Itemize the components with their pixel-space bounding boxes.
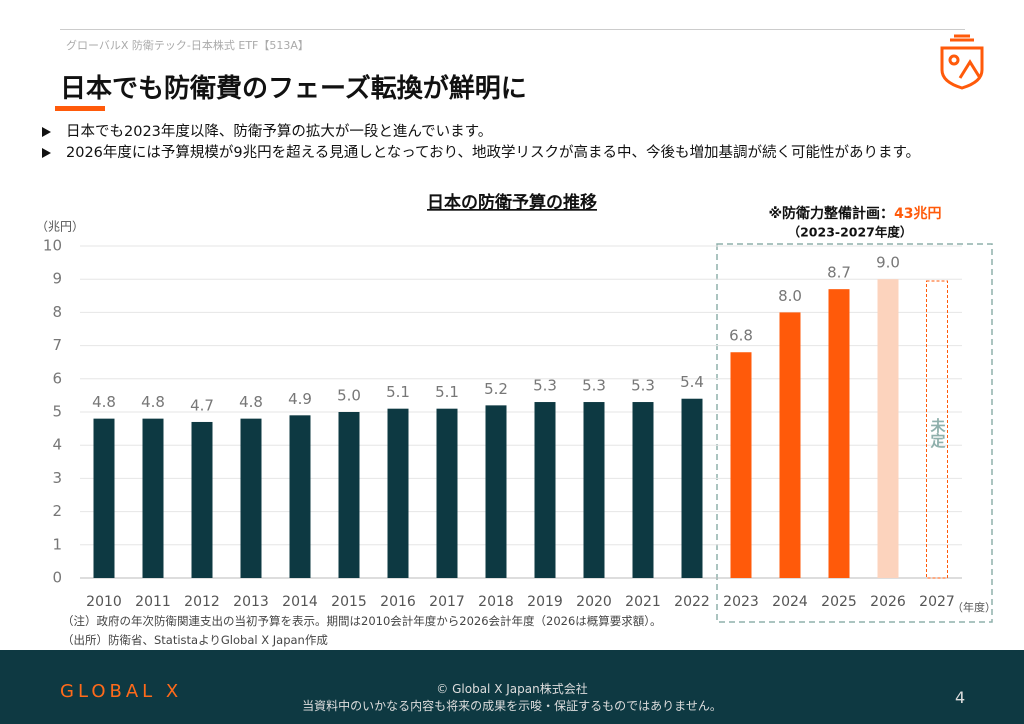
plan-box: [716, 243, 993, 623]
x-tick-label: 2012: [184, 594, 220, 610]
annotation-highlight: 43兆円: [894, 206, 941, 222]
value-label: 5.1: [435, 383, 459, 401]
value-label: 5.1: [386, 383, 410, 401]
y-tick-label: 0: [52, 569, 62, 587]
x-tick-label: 2022: [674, 594, 710, 610]
y-axis-label: （兆円）: [36, 220, 84, 234]
annotation: ※防衛力整備計画：43兆円: [768, 205, 941, 222]
y-tick-label: 6: [52, 369, 62, 387]
y-tick-label: 1: [52, 535, 62, 553]
value-label: 5.3: [533, 377, 557, 395]
bullet: 日本でも2023年度以降、防衛予算の拡大が一段と進んでいます。: [42, 123, 996, 141]
chart-title: 日本の防衛予算の推移: [427, 192, 597, 213]
title-accent: [55, 106, 105, 111]
annotation-period: （2023-2027年度）: [788, 225, 913, 240]
y-tick-label: 8: [52, 303, 62, 321]
source: （出所）防衛省、StatistaよりGlobal X Japan作成: [62, 633, 328, 647]
undecided-bar: [926, 280, 948, 579]
value-label: 5.3: [631, 377, 655, 395]
x-tick-label: 2017: [429, 594, 465, 610]
x-tick-label: 2013: [233, 594, 269, 610]
annotation-prefix: ※防衛力整備計画：: [768, 205, 894, 222]
x-axis-label: （年度）: [952, 600, 996, 614]
breadcrumb: グローバルX 防衛テック-日本株式 ETF【513A】: [66, 39, 309, 52]
y-tick-label: 7: [52, 336, 62, 354]
bar: [387, 408, 409, 578]
y-tick-label: 9: [52, 270, 62, 288]
x-tick-label: 2025: [821, 594, 857, 610]
value-label: 8.0: [778, 287, 802, 305]
chart: 日本の防衛予算の推移 （兆円） （年度） ※防衛力整備計画：43兆円 （2023…: [36, 192, 996, 623]
x-tick-label: 2010: [86, 594, 122, 610]
bullet: 2026年度には予算規模が9兆円を超える見通しとなっており、地政学リスクが高まる…: [42, 144, 996, 162]
header-rule: [60, 29, 965, 30]
bar: [191, 421, 213, 578]
x-tick-label: 2023: [723, 594, 759, 610]
bar: [93, 418, 115, 578]
copyright: © Global X Japan株式会社: [436, 682, 588, 696]
x-tick-label: 2026: [870, 594, 906, 610]
value-label: 8.7: [827, 264, 851, 282]
x-tick-label: 2021: [625, 594, 661, 610]
value-label: 4.8: [239, 393, 263, 411]
value-label: 9.0: [876, 254, 900, 272]
logo-icon: [940, 34, 984, 90]
x-tick-label: 2020: [576, 594, 612, 610]
x-tick-label: 2016: [380, 594, 416, 610]
bar: [142, 418, 164, 578]
y-tick-label: 5: [52, 403, 62, 421]
value-label: 4.9: [288, 390, 312, 408]
bar: [828, 289, 850, 578]
value-label: 6.8: [729, 327, 753, 345]
disclaimer: 当資料中のいかなる内容も将来の成果を示唆・保証するものではありません。: [302, 699, 722, 713]
note: （注）政府の年次防衛関連支出の当初予算を表示。期間は2010会計年度から2026…: [62, 614, 662, 628]
footer: GLOBAL X © Global X Japan株式会社 当資料中のいかなる内…: [0, 650, 1024, 724]
x-tick-label: 2015: [331, 594, 367, 610]
value-label: 5.2: [484, 380, 508, 398]
y-tick-label: 2: [52, 502, 62, 520]
bar: [877, 279, 899, 578]
x-tick-label: 2024: [772, 594, 808, 610]
bar: [779, 312, 801, 578]
bar: [534, 402, 556, 578]
value-label: 4.8: [92, 393, 116, 411]
x-tick-label: 2011: [135, 594, 171, 610]
value-label: 4.7: [190, 396, 214, 414]
x-tick-label: 2014: [282, 594, 318, 610]
bar: [730, 352, 752, 578]
bar: [338, 412, 360, 578]
bar: [583, 402, 605, 578]
x-tick-label: 2019: [527, 594, 563, 610]
y-tick-label: 10: [43, 237, 62, 255]
y-tick-label: 4: [52, 436, 62, 454]
footer-logo: GLOBAL X: [60, 681, 183, 702]
bar: [436, 408, 458, 578]
bar: [681, 398, 703, 578]
page-number: 4: [955, 688, 966, 707]
x-tick-label: 2018: [478, 594, 514, 610]
y-tick-label: 3: [52, 469, 62, 487]
value-label: 5.0: [337, 387, 361, 405]
value-label: 4.8: [141, 393, 165, 411]
value-label: 5.3: [582, 377, 606, 395]
slide-title: 日本でも防衛費のフェーズ転換が鮮明に: [60, 74, 527, 104]
value-label: 5.4: [680, 373, 704, 391]
bar: [485, 405, 507, 578]
x-tick-label: 2027: [919, 594, 955, 610]
bar: [632, 402, 654, 578]
undecided-label: 未定: [929, 417, 947, 449]
bar: [289, 415, 311, 578]
bar: [240, 418, 262, 578]
